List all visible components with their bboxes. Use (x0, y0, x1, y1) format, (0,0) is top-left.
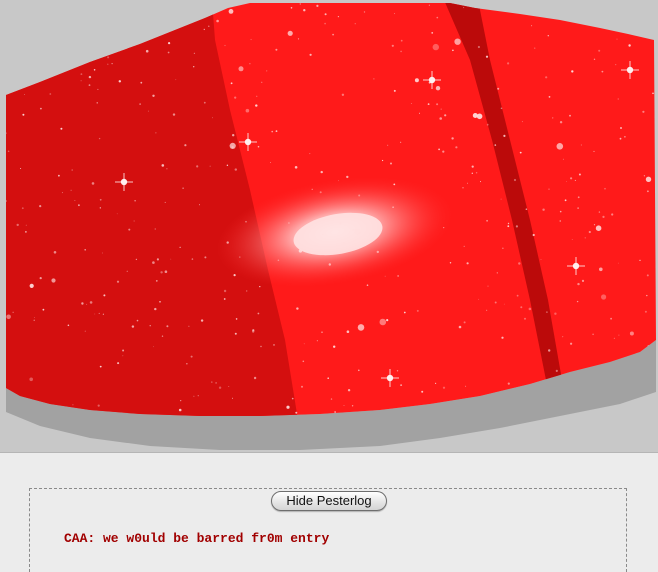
pesterlog-line: CAA: we w0uld be barred fr0m entry (64, 531, 330, 546)
comic-panel-image (0, 0, 658, 452)
red-galaxy-illustration (6, 3, 656, 450)
panel-shadow (6, 340, 656, 450)
panel-divider (0, 452, 658, 453)
hide-pesterlog-button[interactable]: Hide Pesterlog (271, 491, 387, 511)
pesterlog-box: Hide Pesterlog CAA: we w0uld be barred f… (29, 488, 627, 572)
pesterlog-area: Hide Pesterlog CAA: we w0uld be barred f… (0, 453, 658, 572)
